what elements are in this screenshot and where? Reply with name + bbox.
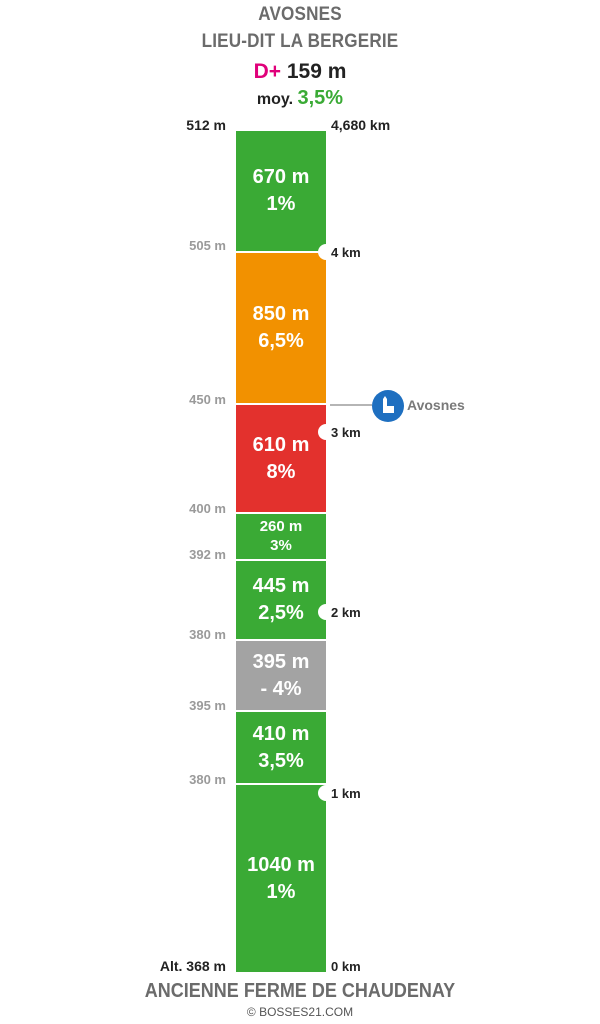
altitude-top: 512 m (186, 117, 226, 133)
km-notch (318, 785, 334, 801)
credit: © BOSSES21.COM (246, 1005, 354, 1019)
distance-label: 4 km (331, 245, 361, 260)
title-line-2: LIEU-DIT LA BERGERIE (201, 31, 399, 52)
altitude-label: 392 m (189, 547, 226, 562)
segment-grade: 3,5% (258, 749, 304, 772)
altitude-label: 450 m (189, 392, 226, 407)
segment-3: 610 m 8% (236, 405, 326, 512)
average-grade-value: 3,5% (297, 87, 344, 109)
altitude-bottom: Alt. 368 m (159, 958, 226, 974)
segment-grade: 3% (270, 536, 292, 554)
elevation-gain-label: D+ (253, 60, 282, 83)
segment-length: 850 m (252, 303, 310, 325)
distance-label: 1 km (331, 786, 361, 801)
segment-length: 410 m (252, 722, 310, 745)
church-icon (372, 390, 404, 422)
km-notch (318, 604, 334, 620)
altitude-label: 380 m (189, 772, 226, 787)
segment-length: 1040 m (247, 853, 315, 876)
average-grade: moy. 3,5% (0, 87, 600, 110)
segment-length: 610 m (252, 433, 310, 456)
km-notch (318, 424, 334, 440)
segment-7: 410 m 3,5% (236, 712, 326, 783)
altitude-label: 380 m (189, 627, 226, 642)
elevation-gain-value: 159 m (286, 60, 347, 83)
segment-grade: 2,5% (258, 602, 304, 624)
segment-length: 670 m (252, 166, 310, 188)
segment-length: 395 m (252, 650, 310, 673)
start-location-name: ANCIENNE FERME DE CHAUDENAY (144, 980, 456, 1002)
segment-grade: 1% (266, 193, 296, 215)
segment-grade: 8% (266, 460, 296, 483)
distance-label: 3 km (331, 425, 361, 440)
segment-5: 445 m 2,5% (236, 561, 326, 639)
distance-top: 4,680 km (331, 117, 391, 133)
average-grade-label: moy. (256, 91, 294, 108)
segment-4: 260 m 3% (236, 514, 326, 559)
segment-grade: 1% (266, 880, 296, 903)
km-notch (318, 244, 334, 260)
elevation-gain: D+ 159 m (0, 60, 600, 84)
poi-connector (330, 404, 372, 406)
segment-2: 850 m 6,5% (236, 253, 326, 403)
altitude-label: 395 m (189, 698, 226, 713)
segment-6: 395 m - 4% (236, 641, 326, 710)
altitude-label: 505 m (189, 238, 226, 253)
segment-length: 260 m (259, 517, 303, 535)
distance-label: 2 km (331, 605, 361, 620)
distance-label: 0 km (331, 959, 361, 974)
poi-label: Avosnes (407, 397, 465, 413)
segment-length: 445 m (252, 575, 310, 597)
segment-1: 670 m 1% (236, 131, 326, 251)
segment-grade: - 4% (260, 677, 302, 700)
title-line-1: AVOSNES (258, 4, 342, 25)
segment-grade: 6,5% (258, 330, 304, 352)
segment-8: 1040 m 1% (236, 785, 326, 972)
altitude-label: 400 m (189, 501, 226, 516)
